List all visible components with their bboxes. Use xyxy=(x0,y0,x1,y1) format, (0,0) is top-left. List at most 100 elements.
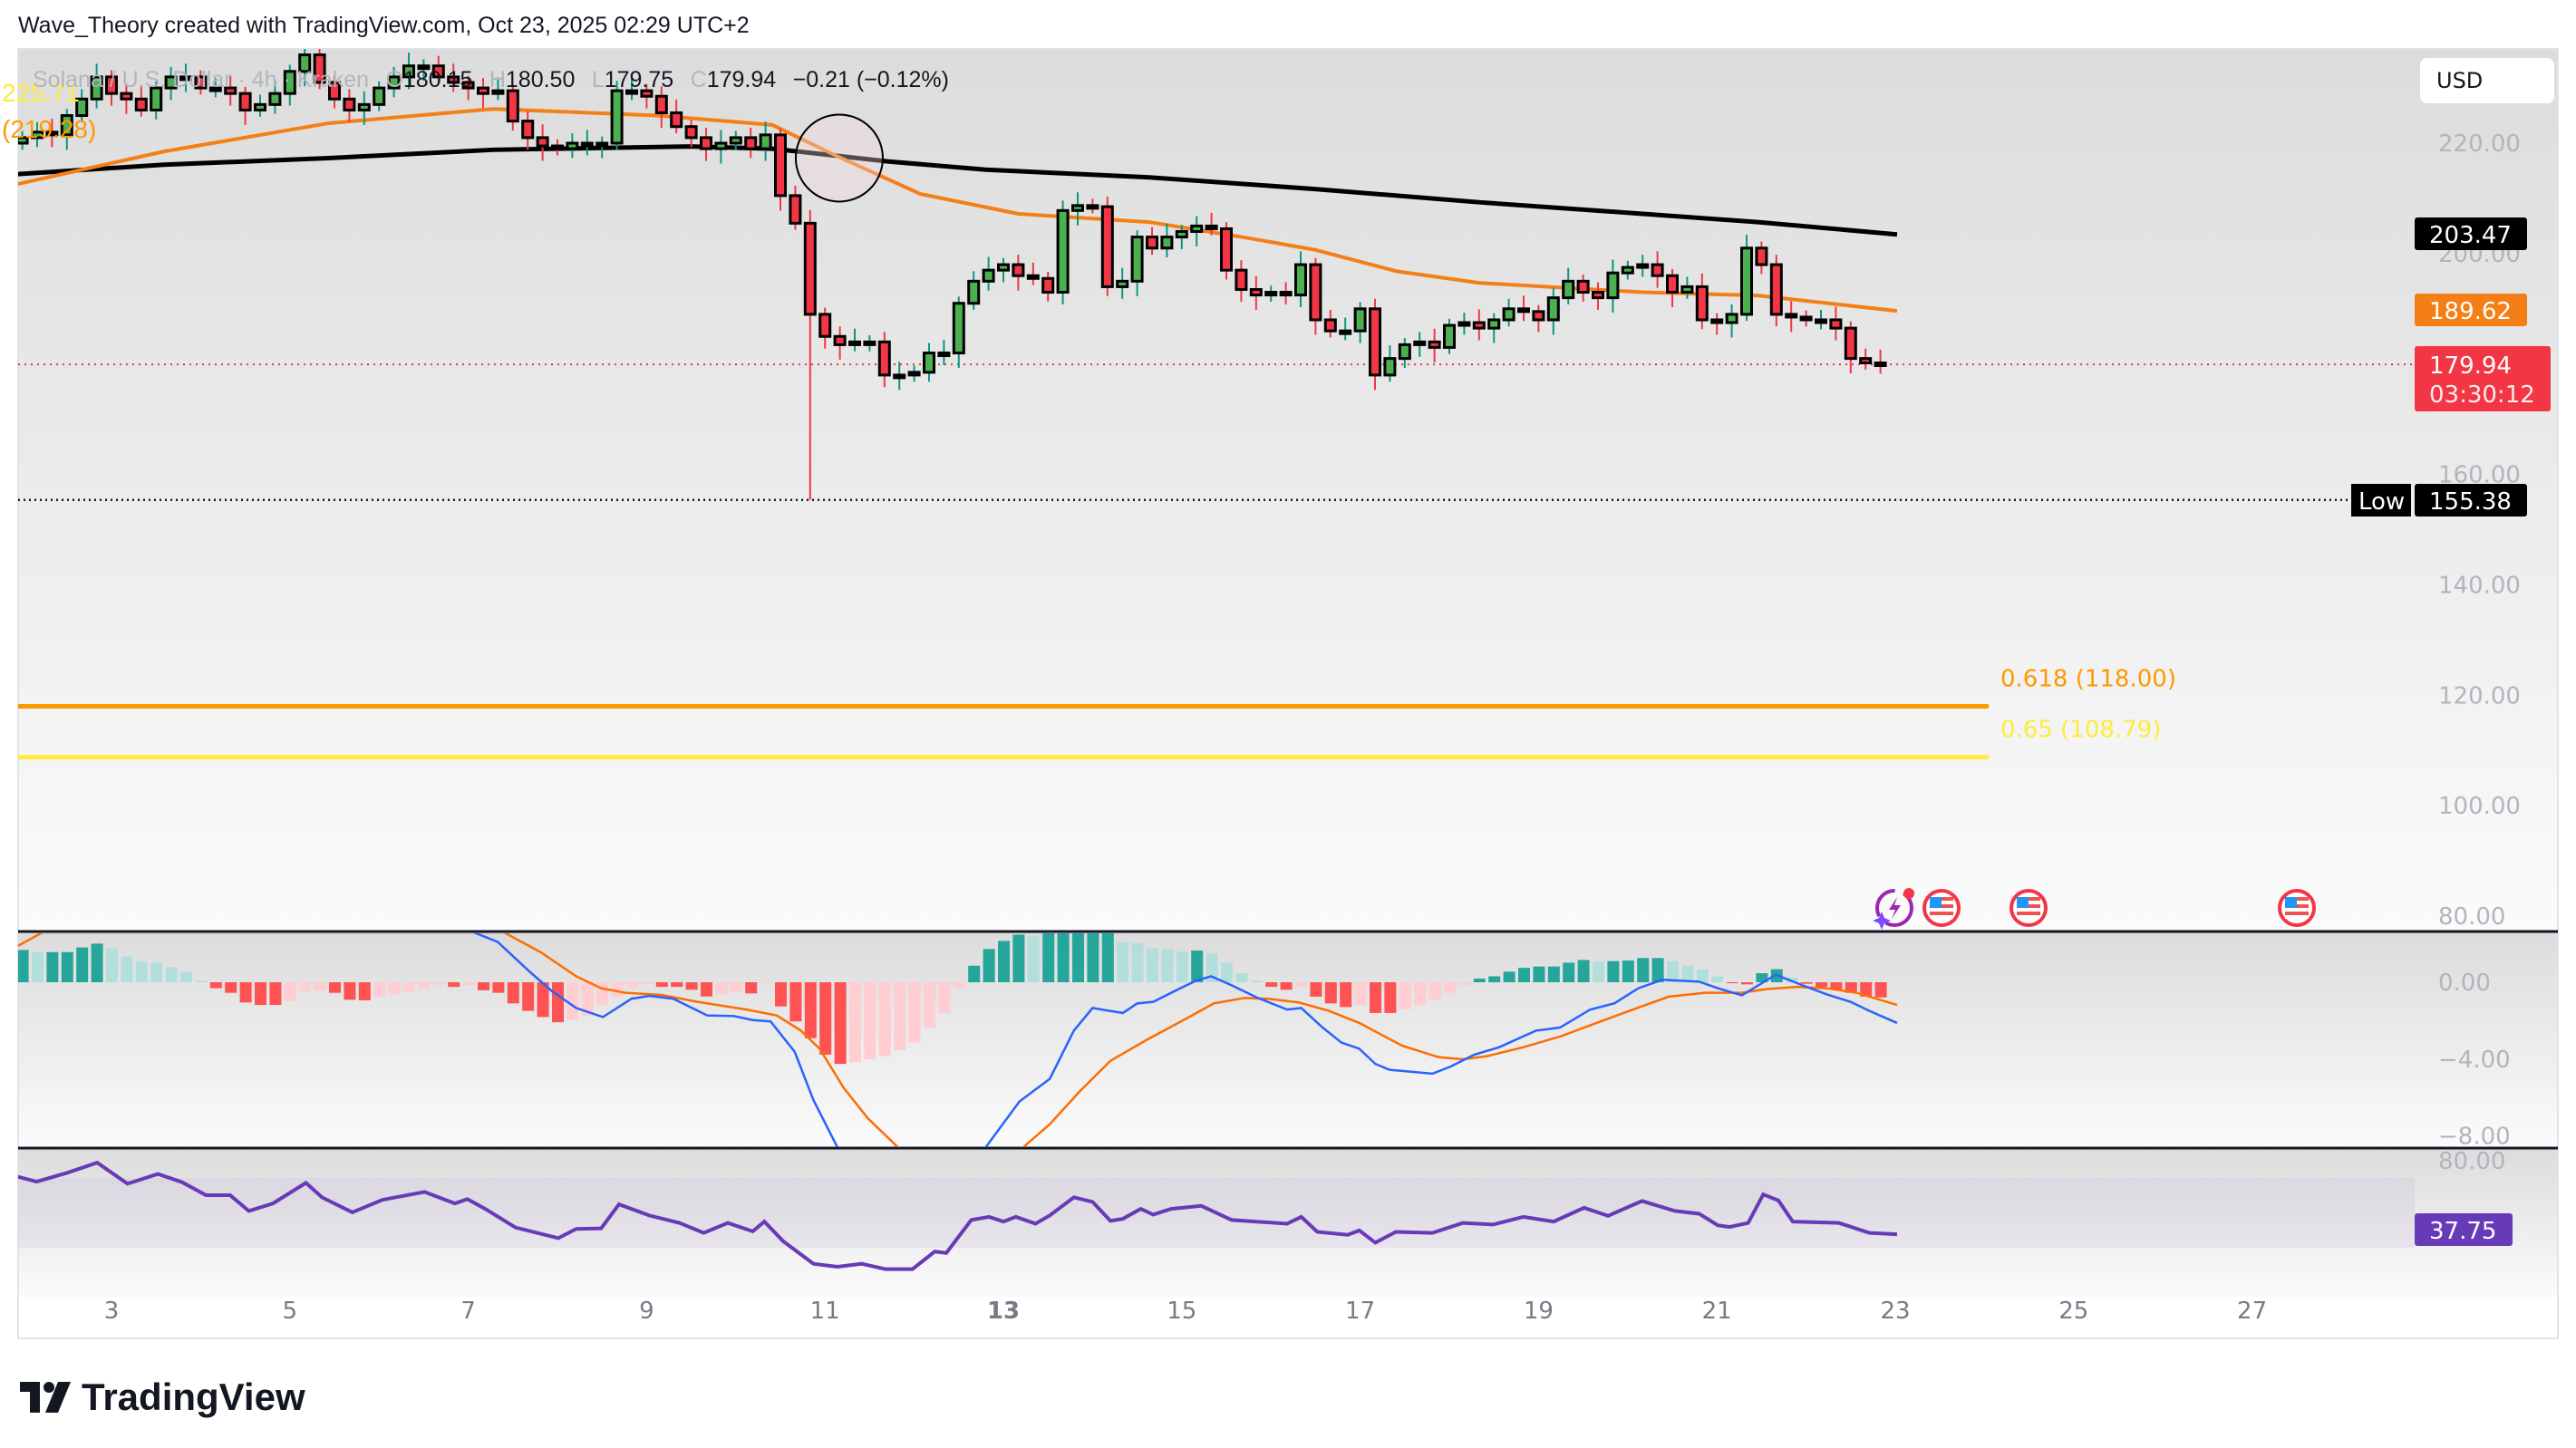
candle-body xyxy=(477,86,489,95)
macd-histogram-bar xyxy=(195,980,208,982)
macd-histogram-bar xyxy=(269,982,282,1006)
macd-histogram-bar xyxy=(983,949,995,982)
macd-histogram-bar xyxy=(1265,982,1278,988)
us-flag-icon[interactable] xyxy=(2278,889,2316,927)
macd-histogram-bar xyxy=(1711,976,1724,982)
macd-histogram-bar xyxy=(1622,961,1634,982)
candle-body xyxy=(194,75,208,90)
candle-body xyxy=(1592,291,1604,300)
candle-body xyxy=(328,81,341,101)
candle-body xyxy=(1859,357,1873,365)
candle-body xyxy=(1532,310,1545,322)
candle-body xyxy=(1339,329,1352,335)
macd-histogram-bar xyxy=(1726,982,1738,984)
macd-histogram-bar xyxy=(358,982,371,1000)
candle-body xyxy=(164,75,178,90)
legend-low: 179.75 xyxy=(605,67,673,92)
macd-histogram-bar xyxy=(1310,982,1322,997)
candle-body xyxy=(952,302,965,355)
macd-histogram-bar xyxy=(1370,982,1381,1013)
candle-body xyxy=(1175,229,1188,239)
macd-histogram-bar xyxy=(106,948,118,982)
price-axis-tick: 120.00 xyxy=(2438,682,2521,710)
fib-level-label: 0.618 (118.00) xyxy=(2000,665,2176,692)
macd-histogram-bar xyxy=(1221,962,1233,982)
candle-body xyxy=(1323,318,1337,333)
candle-body xyxy=(893,373,906,380)
candle-body xyxy=(536,136,549,148)
currency-button[interactable]: USD xyxy=(2420,58,2554,103)
macd-histogram-bar xyxy=(953,982,965,989)
macd-histogram-bar xyxy=(1458,982,1471,986)
macd-histogram-bar xyxy=(32,951,44,982)
macd-histogram-bar xyxy=(1206,953,1218,982)
candle-body xyxy=(1398,343,1411,361)
macd-histogram-bar xyxy=(1577,960,1590,982)
macd-histogram-bar xyxy=(1874,982,1887,998)
flag-canton xyxy=(2017,897,2029,908)
macd-histogram-bar xyxy=(448,982,460,988)
macd-histogram-bar xyxy=(908,982,921,1043)
candle-body xyxy=(833,334,847,346)
candle-body xyxy=(1443,323,1456,349)
macd-histogram-bar xyxy=(299,982,312,991)
candle-body xyxy=(45,130,59,137)
legend[interactable]: Solana / U.S. Dollar · 4h · Kraken O180.… xyxy=(33,67,949,92)
ai-lightning-icon[interactable] xyxy=(1873,888,1914,930)
main-pane[interactable] xyxy=(18,49,2558,932)
time-axis-tick: 15 xyxy=(1167,1298,1196,1325)
candle-body xyxy=(1546,296,1560,322)
candle-body xyxy=(1576,279,1590,294)
candle-body xyxy=(134,97,148,111)
candle-body xyxy=(387,75,401,90)
time-axis-tick: 13 xyxy=(987,1298,1020,1325)
candle-body xyxy=(937,352,951,358)
macd-histogram-bar xyxy=(507,982,519,1004)
macd-histogram-bar xyxy=(655,982,668,988)
candle-body xyxy=(1829,318,1843,330)
candle-body xyxy=(1100,205,1114,288)
candle-body xyxy=(744,136,758,150)
macd-histogram-bar xyxy=(225,982,237,993)
candle-body xyxy=(700,136,712,150)
macd-histogram-bar xyxy=(1696,970,1709,982)
macd-histogram-bar xyxy=(1131,942,1144,982)
macd-histogram-bar xyxy=(1563,962,1575,982)
candle-body xyxy=(431,64,445,79)
macd-histogram-bar xyxy=(492,982,505,993)
time-axis[interactable] xyxy=(18,1298,2558,1338)
macd-histogram-bar xyxy=(804,982,817,1038)
time-axis-tick: 21 xyxy=(1702,1298,1732,1325)
candle-body xyxy=(120,92,133,101)
ema50-value: 189.62 xyxy=(2429,298,2512,325)
candle-body xyxy=(729,136,742,145)
candle-body xyxy=(967,279,981,305)
macd-histogram-bar xyxy=(1384,982,1397,1013)
macd-histogram-bar xyxy=(641,982,654,984)
us-flag-icon[interactable] xyxy=(2009,889,2048,927)
time-axis-tick: 3 xyxy=(104,1298,120,1325)
us-flag-icon[interactable] xyxy=(1922,889,1961,927)
candle-body xyxy=(1769,263,1783,316)
candle-body xyxy=(1799,315,1813,322)
macd-histogram-bar xyxy=(388,982,401,995)
candle-body xyxy=(238,92,252,111)
macd-histogram-bar xyxy=(1607,961,1620,982)
candle-body xyxy=(907,371,921,377)
tradingview-logo[interactable]: TradingView xyxy=(20,1376,305,1419)
candle-body xyxy=(224,86,237,95)
candle-body xyxy=(1294,263,1307,297)
candle-body xyxy=(18,136,29,145)
ema200-price-label: 203.47 xyxy=(2415,217,2527,250)
candle-body xyxy=(313,53,326,84)
macd-histogram-bar xyxy=(775,982,787,1007)
candle-body xyxy=(640,89,654,98)
candle-body xyxy=(566,141,579,150)
macd-histogram-bar xyxy=(849,982,861,1063)
candle-body xyxy=(1369,307,1381,377)
flag-canton xyxy=(1930,897,1942,908)
macd-histogram-bar xyxy=(1637,958,1650,982)
candle-body xyxy=(283,70,296,95)
macd-pane[interactable] xyxy=(18,932,2558,1148)
